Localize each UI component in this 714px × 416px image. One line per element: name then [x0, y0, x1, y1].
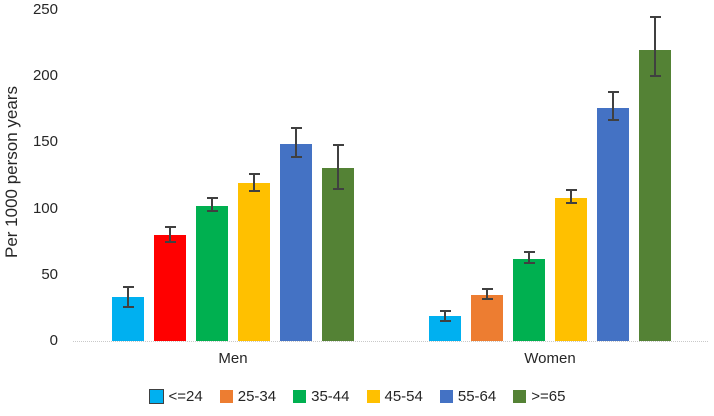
- error-cap-bottom-women-25-34: [481, 297, 493, 300]
- error-stem-women-35-44: [528, 252, 530, 263]
- y-axis-title: Per 1000 person years: [2, 86, 21, 258]
- error-cap-top-women-65: [649, 15, 661, 18]
- bar-women-45-54: [555, 198, 587, 341]
- x-label-men: Men: [218, 350, 248, 367]
- bar-men-45-54: [238, 183, 270, 341]
- legend-label-55-64: 55-64: [457, 388, 497, 405]
- x-label-women: Women: [524, 350, 576, 367]
- error-cap-bottom-women-45-54: [565, 202, 577, 205]
- error-cap-top-men-24: [122, 285, 134, 288]
- error-cap-top-women-45-54: [565, 189, 577, 192]
- legend-label-45-54: 45-54: [384, 388, 423, 405]
- error-stem-men-35-44: [211, 198, 213, 212]
- bar-men-35-44: [196, 205, 228, 341]
- error-stem-women-55-64: [612, 92, 614, 120]
- legend-item-45-54: 45-54: [366, 388, 423, 405]
- bar-men-55-64: [280, 143, 312, 341]
- legend-item-25-34: 25-34: [219, 388, 277, 405]
- bar-women-55-64: [597, 107, 629, 341]
- error-cap-top-men-45-54: [248, 173, 260, 176]
- error-cap-top-women-24: [439, 309, 451, 312]
- legend-swatch-35-44: [293, 390, 307, 403]
- error-cap-top-men-25-34: [164, 226, 176, 229]
- error-cap-bottom-men-65: [332, 187, 344, 190]
- error-cap-top-men-55-64: [290, 126, 302, 129]
- error-stem-women-65: [654, 16, 656, 77]
- error-cap-top-women-55-64: [607, 91, 619, 94]
- error-cap-bottom-women-65: [649, 75, 661, 78]
- error-stem-men-24: [127, 286, 129, 307]
- error-cap-bottom-women-24: [439, 320, 451, 323]
- error-stem-women-45-54: [570, 190, 572, 204]
- bar-women-25-34: [471, 294, 503, 341]
- error-cap-top-women-35-44: [523, 251, 535, 254]
- y-tick-250: 250: [32, 1, 58, 18]
- error-cap-top-women-25-34: [481, 288, 493, 291]
- legend-item-35-44: 35-44: [293, 388, 350, 405]
- error-stem-women-25-34: [486, 289, 488, 299]
- bar-women-65: [639, 49, 671, 341]
- bar-men-25-34: [154, 235, 186, 341]
- error-stem-men-65: [337, 145, 339, 189]
- legend-label-25-34: 25-34: [237, 388, 277, 405]
- error-cap-bottom-men-24: [122, 305, 134, 308]
- legend: <=24 25-34 35-44 45-54 55-64 >=65: [0, 388, 714, 405]
- y-tick-200: 200: [32, 67, 58, 85]
- y-tick-0: 0: [49, 332, 58, 349]
- error-cap-top-men-35-44: [206, 197, 218, 199]
- error-stem-men-55-64: [295, 127, 297, 157]
- legend-item-24: <=24: [148, 388, 203, 405]
- error-stem-men-45-54: [253, 174, 255, 192]
- x-axis-line: [73, 341, 708, 342]
- legend-swatch-25-34: [219, 390, 233, 403]
- error-cap-bottom-women-35-44: [523, 261, 535, 264]
- legend-swatch-24: [148, 389, 164, 404]
- legend-label-35-44: 35-44: [311, 388, 350, 405]
- y-tick-150: 150: [32, 133, 58, 151]
- error-cap-bottom-men-45-54: [248, 190, 260, 193]
- error-cap-bottom-women-55-64: [607, 118, 619, 121]
- y-tick-100: 100: [32, 199, 58, 217]
- legend-item-65: >=65: [513, 388, 565, 405]
- error-cap-bottom-men-25-34: [164, 240, 176, 243]
- bar-women-35-44: [513, 258, 545, 341]
- error-cap-top-men-65: [332, 144, 344, 147]
- legend-item-55-64: 55-64: [439, 388, 497, 405]
- error-cap-bottom-men-35-44: [206, 210, 218, 213]
- legend-swatch-45-54: [366, 390, 380, 403]
- error-cap-bottom-men-55-64: [290, 155, 302, 158]
- legend-label-24: <=24: [168, 388, 203, 405]
- legend-swatch-65: [513, 390, 527, 403]
- bar-men-65: [322, 167, 354, 341]
- y-tick-50: 50: [41, 265, 58, 283]
- error-stem-men-25-34: [169, 227, 171, 242]
- legend-label-65: >=65: [531, 388, 566, 405]
- error-stem-women-24: [444, 310, 446, 322]
- legend-swatch-55-64: [439, 390, 453, 403]
